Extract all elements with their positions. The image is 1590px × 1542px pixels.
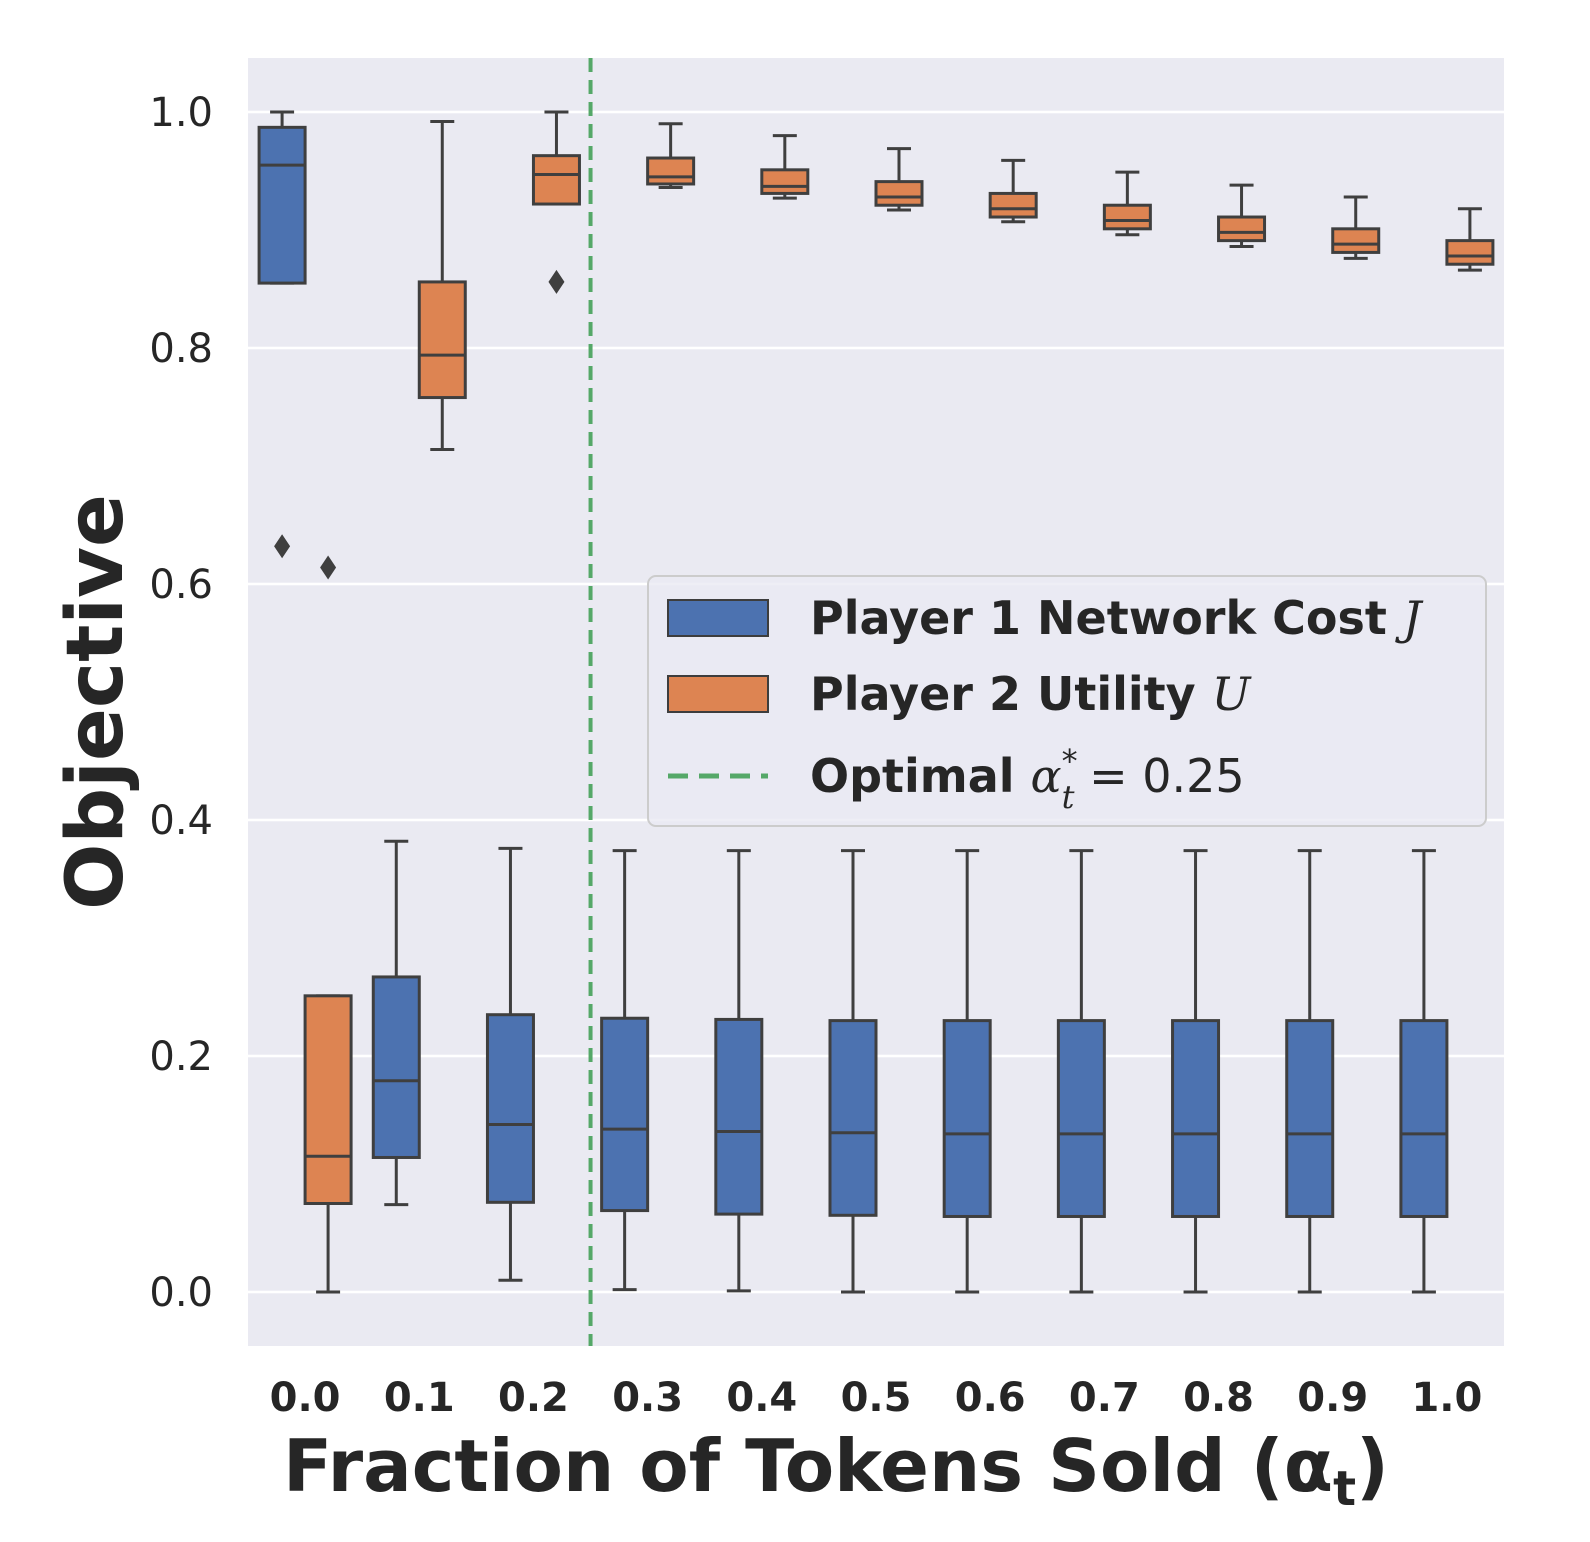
legend-label-player2: Player 2 Utility U: [810, 667, 1253, 721]
box-iqr: [988, 191, 1038, 219]
legend-label-optimal-sub: t: [1062, 778, 1075, 816]
box-player1: [257, 110, 307, 559]
legend: Player 1 Network Cost J Player 2 Utility…: [647, 575, 1487, 827]
box-player2: [760, 134, 810, 200]
outlier-marker: [548, 269, 565, 294]
x-tick-label: 0.5: [841, 1375, 912, 1421]
box-iqr: [417, 280, 467, 400]
box-player2: [988, 158, 1038, 224]
boxes-layer: [257, 110, 1495, 1294]
box-player1: [1056, 849, 1106, 1294]
y-tick-labels: 0.0 0.2 0.4 0.6 0.8 1.0: [149, 90, 213, 1316]
x-tick-label: 0.4: [726, 1375, 797, 1421]
box-iqr: [1285, 1019, 1335, 1218]
box-iqr: [942, 1019, 992, 1218]
x-axis-title-close: ): [1356, 1424, 1389, 1508]
box-iqr: [600, 1016, 650, 1213]
legend-frame: [647, 575, 1487, 827]
legend-label-optimal-eq: = 0.25: [1074, 749, 1244, 803]
legend-label-optimal-sup: *: [1062, 742, 1078, 780]
x-tick-label: 0.8: [1183, 1375, 1254, 1421]
x-tick-label: 1.0: [1411, 1375, 1482, 1421]
box-iqr: [1217, 215, 1267, 243]
box-player1: [1171, 849, 1221, 1294]
box-iqr: [646, 156, 696, 186]
box-player2: [1331, 195, 1381, 260]
box-iqr: [874, 180, 924, 207]
y-tick-label: 0.0: [149, 1270, 213, 1316]
x-tick-label: 0.6: [955, 1375, 1026, 1421]
legend-label-player2-text: Player 2 Utility: [810, 667, 1212, 721]
box-player2: [417, 119, 467, 451]
legend-label-player2-math: U: [1212, 667, 1253, 721]
legend-swatch-player1: [667, 599, 769, 637]
x-axis-title: Fraction of Tokens Sold (αt): [283, 1424, 1389, 1517]
x-tick-label: 0.7: [1069, 1375, 1140, 1421]
y-tick-label: 0.6: [149, 562, 213, 608]
legend-label-player1: Player 1 Network Cost J: [810, 591, 1424, 645]
legend-label-optimal-alpha: α: [1031, 749, 1062, 803]
box-player2: [1445, 207, 1495, 272]
box-iqr: [1102, 203, 1152, 231]
box-player1: [714, 849, 764, 1293]
x-tick-label: 0.0: [270, 1375, 341, 1421]
y-tick-label: 0.4: [149, 798, 213, 844]
box-iqr: [303, 994, 353, 1205]
y-tick-label: 1.0: [149, 90, 213, 136]
y-axis-title: Objective: [51, 494, 141, 910]
box-iqr: [714, 1017, 764, 1216]
outlier-marker: [320, 555, 337, 580]
legend-label-player1-text: Player 1 Network Cost: [810, 591, 1403, 645]
box-iqr: [828, 1019, 878, 1217]
x-tick-labels: 0.0 0.1 0.2 0.3 0.4 0.5 0.6 0.7 0.8 0.9 1.0: [270, 1375, 1483, 1421]
box-player2: [531, 110, 581, 294]
x-axis-title-text: Fraction of Tokens Sold (α: [283, 1424, 1333, 1508]
box-player1: [942, 849, 992, 1294]
x-axis-title-subscript: t: [1333, 1461, 1356, 1517]
x-tick-label: 0.3: [612, 1375, 683, 1421]
box-iqr: [1171, 1019, 1221, 1218]
box-iqr: [760, 168, 810, 195]
y-tick-label: 0.8: [149, 326, 213, 372]
y-tick-label: 0.2: [149, 1034, 213, 1080]
box-iqr: [531, 154, 581, 206]
box-player2: [1217, 183, 1267, 249]
legend-label-optimal: Optimal α* t = 0.25: [810, 742, 1245, 816]
box-iqr: [1445, 239, 1495, 266]
box-player2: [646, 122, 696, 190]
box-player2: [1102, 170, 1152, 237]
box-iqr: [1399, 1019, 1449, 1218]
box-player1: [600, 849, 650, 1292]
box-player2: [874, 147, 924, 212]
box-iqr: [1331, 227, 1381, 254]
x-tick-label: 0.9: [1297, 1375, 1368, 1421]
box-player1: [1285, 849, 1335, 1294]
box-iqr: [485, 1013, 535, 1204]
legend-label-optimal-text: Optimal: [810, 749, 1031, 803]
box-player1: [1399, 849, 1449, 1294]
x-tick-label: 0.2: [498, 1375, 569, 1421]
legend-swatch-player2: [667, 675, 769, 713]
box-iqr: [257, 125, 307, 285]
box-player2: [303, 555, 353, 1294]
box-player1: [485, 846, 535, 1282]
outlier-marker: [274, 534, 291, 559]
box-player1: [828, 849, 878, 1294]
box-iqr: [371, 975, 421, 1159]
x-tick-label: 0.1: [384, 1375, 455, 1421]
box-iqr: [1056, 1019, 1106, 1218]
box-player1: [371, 839, 421, 1207]
